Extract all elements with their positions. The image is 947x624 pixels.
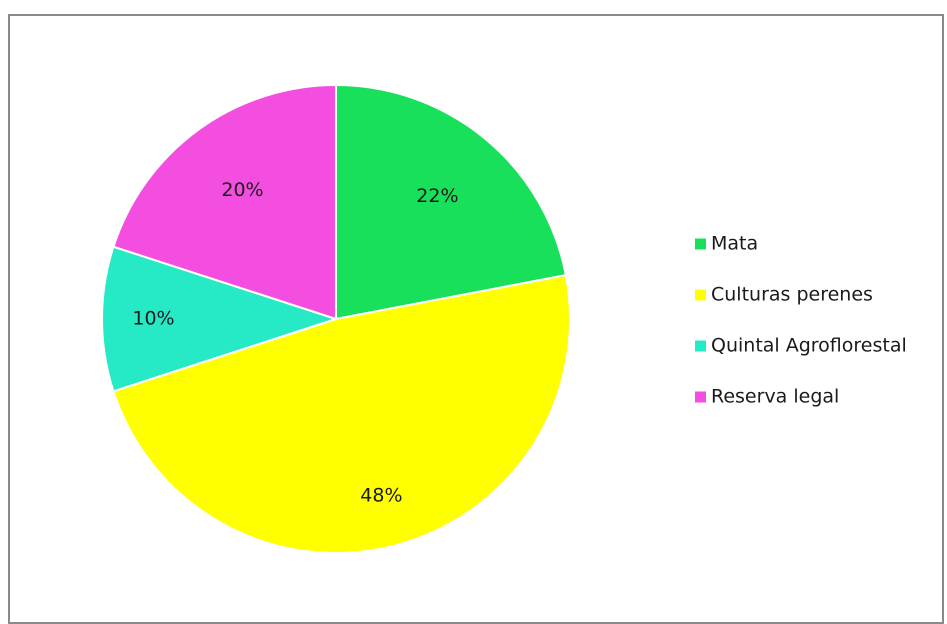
chart-frame: 22% 48% 10% 20% Mata Culturas perenes Quintal…: [8, 14, 944, 624]
pie-slice-quintal-agroflorestal: [100, 245, 340, 393]
data-label-quintal-agroflorestal: 10%: [132, 308, 174, 330]
legend-item-reserva-legal: Reserva legal: [695, 386, 839, 408]
data-label-reserva-legal: 20%: [221, 179, 263, 201]
legend-label: Reserva legal: [711, 386, 839, 408]
legend-swatch: [695, 238, 706, 250]
legend-swatch: [695, 289, 706, 301]
legend-item-mata: Mata: [695, 233, 758, 255]
data-label-culturas-perenes: 48%: [360, 484, 402, 506]
legend-label: Mata: [711, 233, 758, 255]
legend-item-culturas-perenes: Culturas perenes: [695, 284, 873, 306]
legend-swatch: [695, 391, 706, 403]
pie-slice-culturas-perenes: [112, 273, 571, 555]
pie-slice-reserva-legal: [112, 83, 337, 321]
legend-label: Quintal Agroflorestal: [711, 335, 907, 357]
legend-label: Culturas perenes: [711, 284, 873, 306]
pie-chart: 22% 48% 10% 20% Mata Culturas perenes Quintal…: [100, 83, 907, 555]
legend-swatch: [695, 340, 706, 352]
legend: Mata Culturas perenes Quintal Agrofloresta…: [695, 233, 907, 408]
pie-slice-mata: [335, 83, 568, 321]
pie-data-labels: 22% 48% 10% 20%: [132, 179, 458, 506]
legend-item-quintal-agroflorestal: Quintal Agroflorestal: [695, 335, 907, 357]
pie-slices: [100, 83, 571, 555]
data-label-mata: 22%: [416, 185, 458, 207]
